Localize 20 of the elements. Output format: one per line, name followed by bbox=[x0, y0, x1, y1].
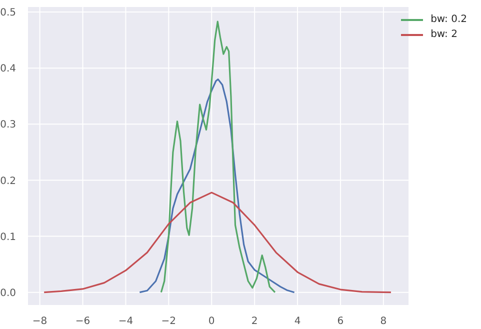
x-tick-label: −8 bbox=[32, 316, 48, 328]
y-tick-label: 0.1 bbox=[0, 232, 16, 243]
x-tick-label: 2 bbox=[251, 316, 258, 328]
x-tick-label: 4 bbox=[294, 316, 301, 328]
y-tick-label: 0.5 bbox=[0, 8, 16, 19]
x-tick-label: 8 bbox=[380, 316, 387, 328]
x-tick-label: −2 bbox=[161, 316, 176, 328]
line-series bbox=[43, 192, 392, 294]
x-tick-label: −4 bbox=[118, 316, 134, 328]
x-tick-label: −6 bbox=[75, 316, 90, 328]
legend-label: bw: 0.2 bbox=[430, 14, 467, 25]
line-series bbox=[160, 20, 276, 294]
y-tick-label: 0.4 bbox=[0, 64, 16, 75]
y-tick-label: 0.0 bbox=[0, 288, 16, 299]
x-tick-label: 0 bbox=[208, 316, 215, 328]
line-series bbox=[138, 78, 296, 294]
x-tick-label: 6 bbox=[337, 316, 344, 328]
legend-label: bw: 2 bbox=[430, 29, 458, 40]
y-tick-label: 0.2 bbox=[0, 176, 16, 187]
y-tick-label: 0.3 bbox=[0, 120, 16, 131]
